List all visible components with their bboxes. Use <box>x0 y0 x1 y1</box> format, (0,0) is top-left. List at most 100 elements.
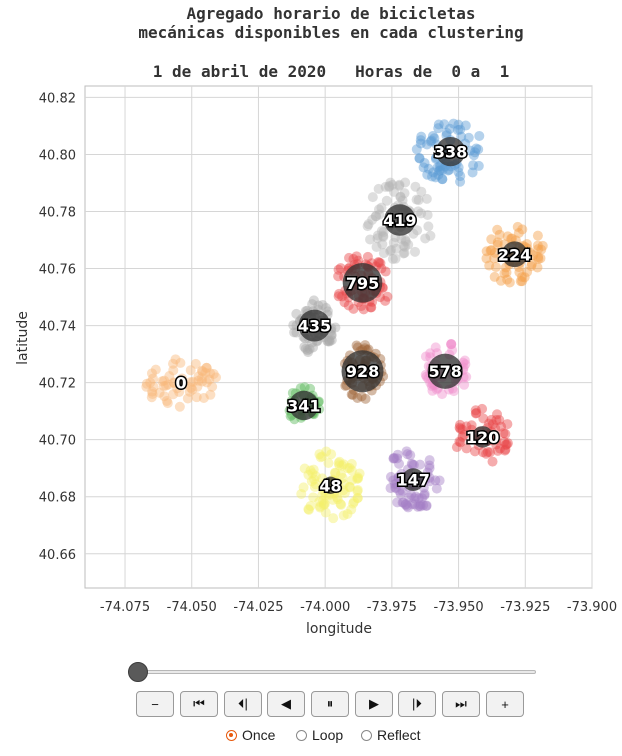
play-reverse-button[interactable]: ◀ <box>267 691 305 717</box>
frame-slider[interactable] <box>128 662 536 682</box>
station-point <box>536 244 547 255</box>
station-point <box>454 422 465 433</box>
radio-reflect[interactable] <box>361 729 372 741</box>
station-point <box>489 247 500 258</box>
station-point <box>416 208 427 219</box>
station-point <box>502 419 513 430</box>
station-point <box>465 145 476 156</box>
station-point <box>201 377 212 388</box>
station-point <box>423 221 434 232</box>
step-forward-button[interactable]: |⏵︎ <box>398 691 436 717</box>
station-point <box>174 386 185 397</box>
station-point <box>147 389 158 400</box>
minus-button[interactable]: − <box>136 691 174 717</box>
slider-track[interactable] <box>128 670 536 674</box>
station-point <box>353 473 364 484</box>
station-point <box>208 368 219 379</box>
station-point <box>304 343 315 354</box>
x-tick-label: -73.900 <box>567 600 617 615</box>
station-point <box>375 258 386 269</box>
station-point <box>291 308 302 319</box>
station-point <box>463 132 474 143</box>
first-frame-icon: ⏮ <box>193 696 205 711</box>
station-point <box>374 209 385 220</box>
station-point <box>147 386 158 397</box>
station-point <box>330 468 341 479</box>
station-point <box>307 299 318 310</box>
cluster-count-label: 0 <box>175 374 186 393</box>
station-point <box>453 119 464 130</box>
cluster-center-marker <box>427 353 463 389</box>
play-button[interactable]: ▶ <box>355 691 393 717</box>
mode-once-option[interactable]: Once <box>226 727 275 743</box>
chart-subtitle: 1 de abril de 2020 Horas de 0 a 1 <box>153 62 509 81</box>
station-point <box>424 460 435 471</box>
station-point <box>174 401 185 412</box>
station-point <box>386 245 397 256</box>
plus-icon: + <box>501 696 509 712</box>
station-point <box>408 459 419 470</box>
cluster-centers: 338 419 224 795 435 0 928 578 341 120 48 147 <box>174 136 533 497</box>
station-point <box>425 230 436 241</box>
station-point <box>352 472 363 483</box>
last-frame-button[interactable]: ⏭ <box>442 691 480 717</box>
station-point <box>391 478 402 489</box>
mode-reflect-option[interactable]: Reflect <box>361 727 421 743</box>
station-point <box>461 421 472 432</box>
station-point <box>344 481 355 492</box>
station-point <box>353 255 364 266</box>
cluster-center-marker <box>321 476 340 494</box>
slider-thumb[interactable] <box>128 662 148 682</box>
cluster-count-label: 419 <box>383 211 416 230</box>
station-point <box>324 335 335 346</box>
station-point <box>168 365 179 376</box>
station-point <box>315 502 326 513</box>
chart-title-line-1: Agregado horario de bicicletas <box>187 4 476 23</box>
radio-once[interactable] <box>226 729 237 741</box>
station-point <box>335 469 346 480</box>
first-frame-button[interactable]: ⏮ <box>180 691 218 717</box>
station-point <box>198 392 209 403</box>
y-tick-label: 40.72 <box>39 377 76 392</box>
chart-title-line-2: mecánicas disponibles en cada clustering <box>138 23 523 42</box>
station-point <box>360 393 371 404</box>
station-point <box>429 133 440 144</box>
station-point <box>393 472 404 483</box>
station-point <box>439 119 450 130</box>
station-point <box>485 245 496 256</box>
station-point <box>377 239 388 250</box>
mode-loop-option[interactable]: Loop <box>296 727 343 743</box>
station-point <box>385 177 396 188</box>
station-point <box>461 371 472 382</box>
station-point <box>308 492 319 503</box>
station-point <box>299 463 310 474</box>
station-point <box>374 257 385 268</box>
station-point <box>492 409 503 420</box>
station-point <box>415 501 426 512</box>
station-point <box>513 227 524 238</box>
station-point <box>193 371 204 382</box>
station-point <box>150 364 161 375</box>
x-tick-label: -74.050 <box>167 600 217 615</box>
station-point <box>455 176 466 187</box>
station-point <box>330 322 341 333</box>
pause-button[interactable]: ⏸ <box>311 691 349 717</box>
radio-loop[interactable] <box>296 729 307 741</box>
station-point <box>314 496 325 507</box>
step-back-button[interactable]: ⏴︎| <box>224 691 262 717</box>
plus-button[interactable]: + <box>486 691 524 717</box>
station-point <box>370 211 381 222</box>
station-point <box>421 193 432 204</box>
station-point <box>378 230 389 241</box>
station-point <box>415 135 426 146</box>
station-point <box>461 443 472 454</box>
station-point <box>404 492 415 503</box>
station-point <box>468 160 479 171</box>
station-point <box>346 465 357 476</box>
cluster-count-label: 341 <box>287 396 320 415</box>
station-point <box>352 493 363 504</box>
station-point <box>201 362 212 373</box>
station-point <box>416 186 427 197</box>
station-point <box>431 483 442 494</box>
station-point <box>517 271 528 282</box>
